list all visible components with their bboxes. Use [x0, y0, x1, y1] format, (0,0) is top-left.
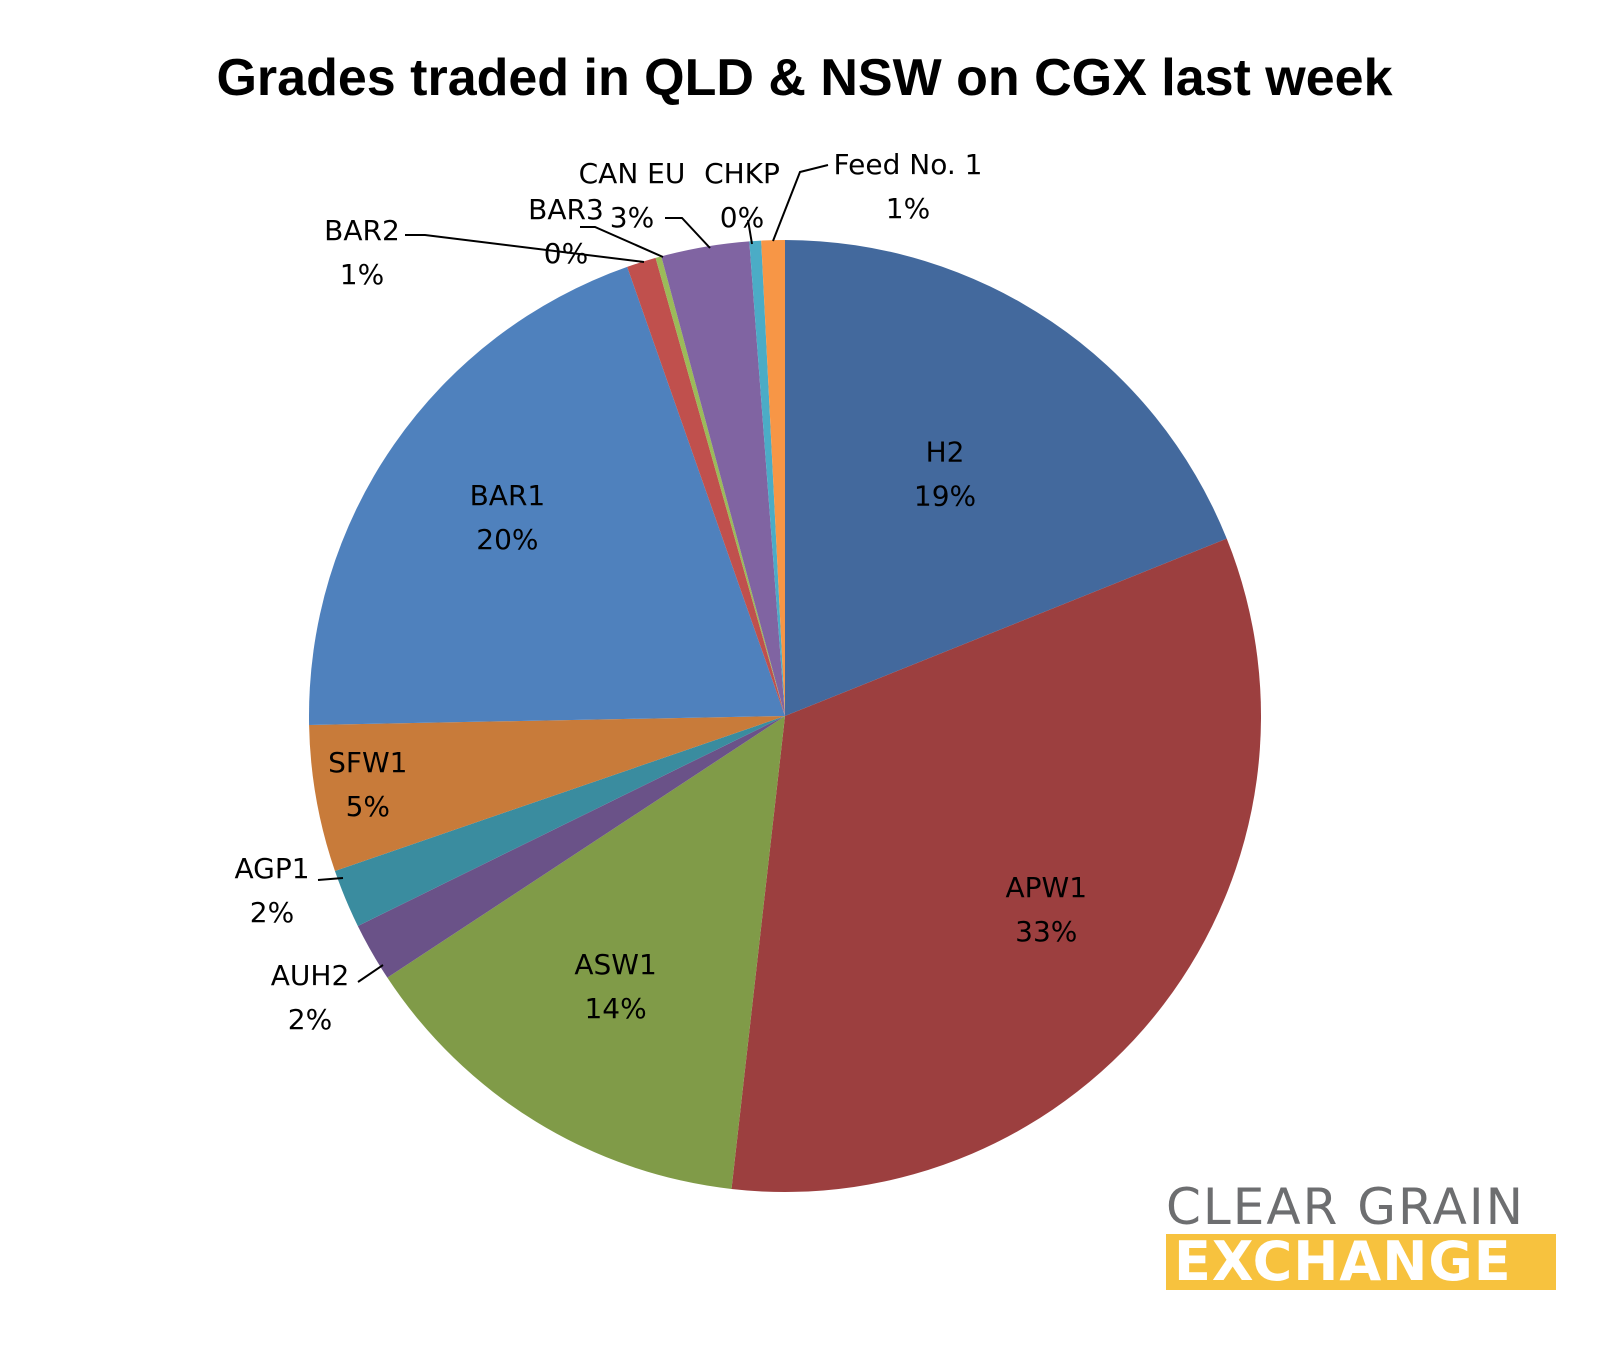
pie-slice-chkp: [749, 240, 785, 716]
slice-label-h2: H2: [926, 435, 965, 468]
slice-label-sfw1: SFW1: [328, 746, 407, 779]
slice-percent-bar1: 20%: [476, 523, 538, 556]
pie-slice-agp1: [334, 716, 785, 926]
leader-line-agp1: [317, 877, 344, 881]
leader-line-bar3: [580, 226, 664, 258]
pie-slice-bar3: [655, 256, 785, 716]
slice-percent-chkp: 0%: [720, 201, 764, 234]
slice-label-asw1: ASW1: [574, 948, 656, 981]
slice-percent-bar3: 0%: [544, 237, 588, 270]
leader-line-auh2: [357, 964, 384, 983]
slice-labels: H2 19% APW1 33% ASW1 14% AUH2 2% AGP1 2% SFW1 5% BAR…: [234, 148, 1087, 1036]
logo-text-clear-grain: CLEAR GRAIN: [1166, 1178, 1526, 1236]
pie-slices: [308, 240, 1262, 1192]
slice-label-bar1: BAR1: [470, 479, 546, 512]
logo-text-exchange: EXCHANGE: [1166, 1234, 1556, 1290]
slice-label-chkp: CHKP: [704, 157, 780, 190]
pie-slice-can-eu: [661, 241, 785, 716]
pie-slice-bar2: [627, 257, 785, 716]
slice-percent-feed-no-1: 1%: [886, 192, 930, 225]
slice-percent-can-eu: 3%: [610, 201, 654, 234]
leader-line-bar2: [405, 234, 645, 263]
slice-label-can-eu: CAN EU: [579, 157, 686, 190]
slice-percent-h2: 19%: [914, 479, 976, 512]
slice-label-feed-no-1: Feed No. 1: [834, 148, 983, 181]
slice-percent-apw1: 33%: [1015, 915, 1077, 948]
slice-label-agp1: AGP1: [234, 852, 309, 885]
slice-label-bar2: BAR2: [324, 214, 400, 247]
pie-slice-auh2: [357, 716, 785, 978]
pie-slice-feed-no-1: [761, 240, 785, 716]
slice-label-bar3: BAR3: [528, 193, 604, 226]
pie-slice-bar1: [308, 266, 785, 725]
slice-label-apw1: APW1: [1006, 871, 1088, 904]
slice-percent-bar2: 1%: [340, 258, 384, 291]
clear-grain-exchange-logo: CLEAR GRAIN EXCHANGE: [1166, 1180, 1556, 1290]
pie-slice-sfw1: [309, 716, 785, 871]
leader-line-chkp: [747, 219, 753, 245]
leader-lines: [317, 164, 829, 983]
slice-percent-auh2: 2%: [288, 1003, 332, 1036]
slice-percent-sfw1: 5%: [346, 790, 390, 823]
chart-title: Grades traded in QLD & NSW on CGX last w…: [216, 49, 1393, 107]
leader-line-feed-no-1: [772, 164, 829, 242]
pie-slice-apw1: [731, 538, 1262, 1192]
slice-percent-asw1: 14%: [584, 992, 646, 1025]
slice-label-auh2: AUH2: [271, 959, 350, 992]
leader-line-can-eu: [665, 217, 711, 249]
slice-percent-agp1: 2%: [250, 896, 294, 929]
pie-slice-asw1: [387, 716, 785, 1189]
pie-slice-h2: [785, 240, 1227, 716]
